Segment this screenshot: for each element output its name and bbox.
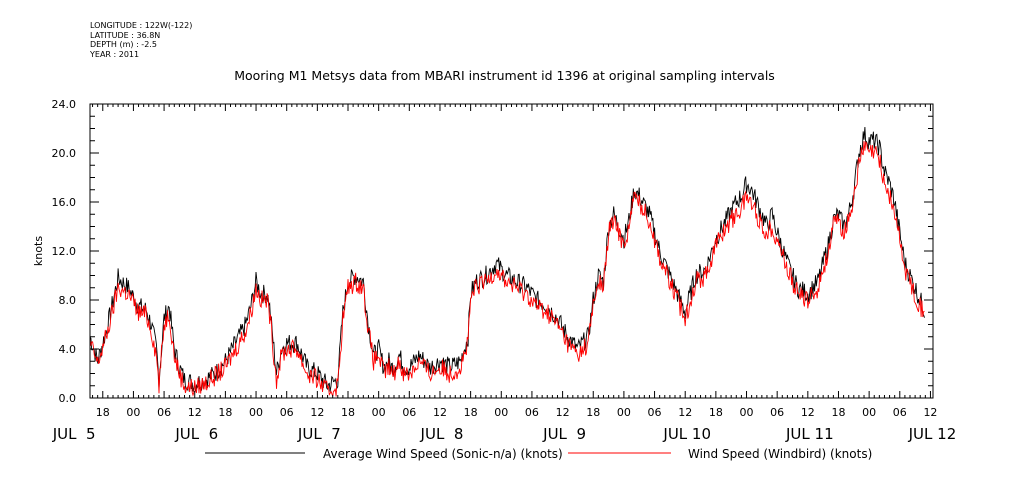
latitude-text: LATITUDE : 36.8N <box>90 30 161 40</box>
x-hour-label: 06 <box>893 406 907 419</box>
x-hour-label: 18 <box>341 406 355 419</box>
plot-frame <box>89 103 934 399</box>
x-hour-label: 12 <box>188 406 202 419</box>
x-date-label: JUL 10 <box>662 425 711 443</box>
x-hour-label: 00 <box>126 406 140 419</box>
x-hour-label: 12 <box>310 406 324 419</box>
y-axis-label: knots <box>32 236 45 266</box>
x-hour-label: 00 <box>249 406 263 419</box>
legend-label-windbird: Wind Speed (Windbird) (knots) <box>688 447 872 461</box>
y-tick-label: 12.0 <box>52 245 77 258</box>
x-hour-label: 12 <box>923 406 937 419</box>
y-axis: 0.0 4.0 8.0 12.0 16.0 20.0 24.0 <box>52 98 933 405</box>
x-hour-label: 18 <box>218 406 232 419</box>
x-hour-label: 06 <box>157 406 171 419</box>
y-tick-label: 4.0 <box>59 343 77 356</box>
x-date-label: JUL 5 <box>52 425 96 443</box>
series-line-windbird-wind-speed <box>89 141 925 397</box>
x-hour-label: 12 <box>556 406 570 419</box>
x-hour-label: 00 <box>494 406 508 419</box>
x-hour-label: 00 <box>740 406 754 419</box>
x-hour-label: 00 <box>617 406 631 419</box>
x-hour-label: 06 <box>648 406 662 419</box>
x-hour-label: 18 <box>831 406 845 419</box>
year-text: YEAR : 2011 <box>90 49 140 59</box>
x-hour-label: 06 <box>770 406 784 419</box>
x-hour-label: 18 <box>464 406 478 419</box>
x-hour-label: 06 <box>525 406 539 419</box>
legend-label-average: Average Wind Speed (Sonic-n/a) (knots) <box>323 447 563 461</box>
x-hour-label: 06 <box>402 406 416 419</box>
plot-border <box>89 103 934 399</box>
y-tick-label: 20.0 <box>52 147 77 160</box>
x-date-label: JUL 7 <box>297 425 341 443</box>
x-hour-label: 18 <box>709 406 723 419</box>
x-date-label: JUL 9 <box>542 425 586 443</box>
x-date-label: JUL 6 <box>174 425 218 443</box>
x-hour-label: 12 <box>433 406 447 419</box>
x-axis: 18 00 06 12 18 00 06 12 18 00 06 12 18 00 06 12 18 00 06 12… <box>52 104 957 443</box>
series-lines <box>89 126 925 397</box>
x-hour-label: 18 <box>96 406 110 419</box>
y-tick-label: 24.0 <box>52 98 77 111</box>
depth-text: DEPTH (m) : -2.5 <box>90 40 157 49</box>
x-hour-label: 18 <box>586 406 600 419</box>
y-tick-label: 16.0 <box>52 196 77 209</box>
x-hour-label: 00 <box>862 406 876 419</box>
metadata-block: LONGITUDE : 122W(-122) LATITUDE : 36.8N … <box>90 21 192 59</box>
x-hour-label: 12 <box>678 406 692 419</box>
chart-title: Mooring M1 Metsys data from MBARI instru… <box>234 68 775 83</box>
longitude-text: LONGITUDE : 122W(-122) <box>90 21 193 30</box>
x-date-label: JUL 8 <box>420 425 464 443</box>
x-date-label: JUL 12 <box>908 425 957 443</box>
x-hour-label: 12 <box>801 406 815 419</box>
x-date-label: JUL 11 <box>785 425 834 443</box>
y-tick-label: 0.0 <box>59 392 77 405</box>
legend: Average Wind Speed (Sonic-n/a) (knots) Wi… <box>205 447 872 461</box>
x-hour-label: 06 <box>280 406 294 419</box>
x-hour-label: 00 <box>372 406 386 419</box>
y-tick-label: 8.0 <box>59 294 77 307</box>
series-line-average-wind-speed <box>89 126 925 392</box>
